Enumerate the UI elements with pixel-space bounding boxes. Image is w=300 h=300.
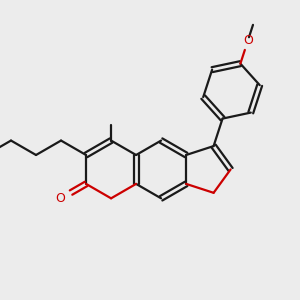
Text: O: O [56, 192, 65, 205]
Text: O: O [243, 34, 253, 47]
